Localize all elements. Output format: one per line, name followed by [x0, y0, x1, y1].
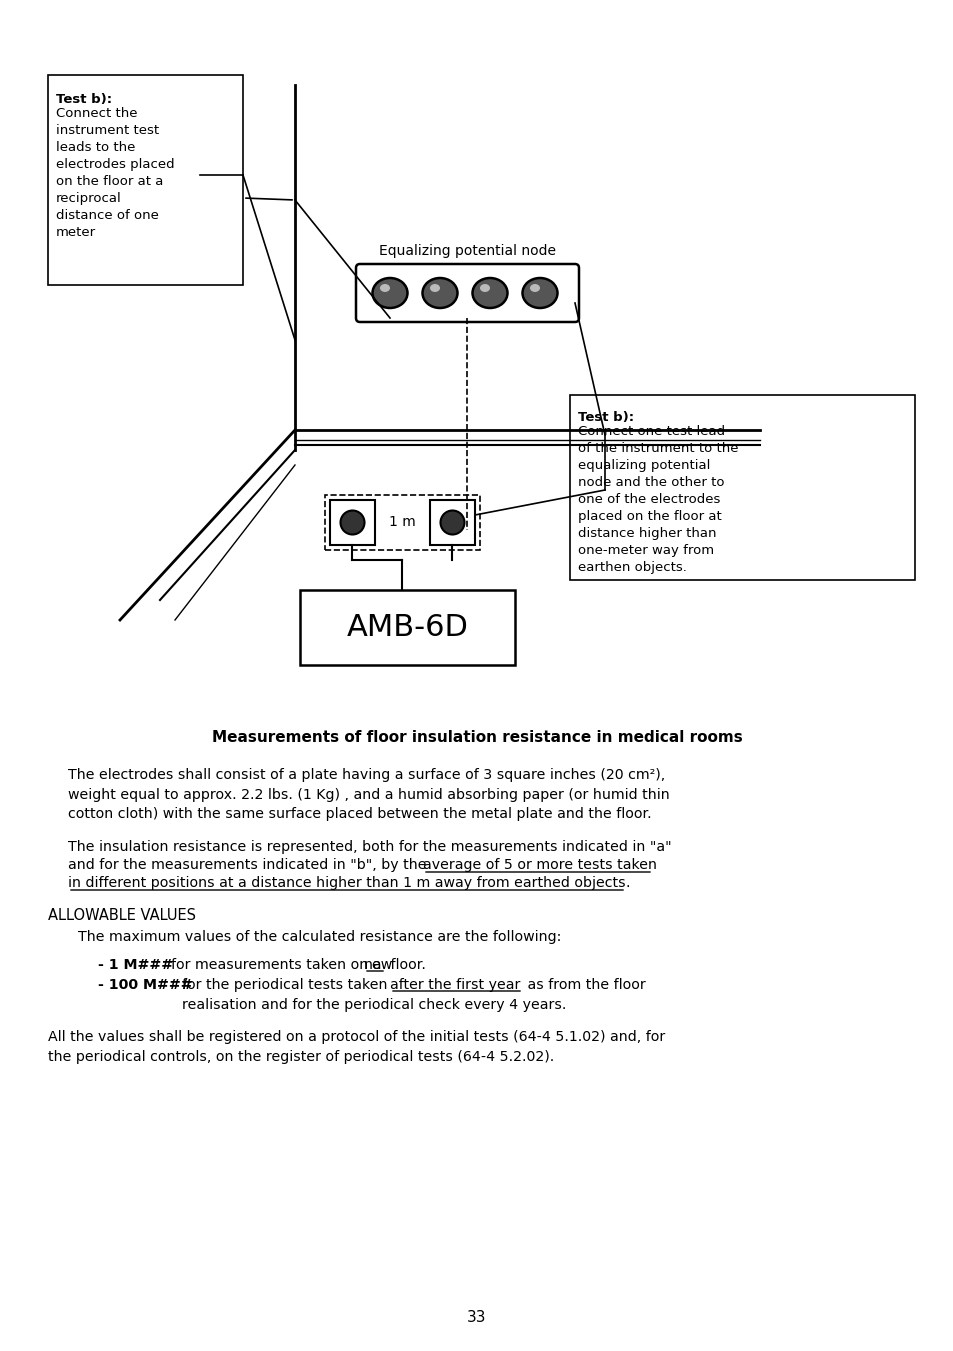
Text: Test b):: Test b):: [578, 411, 634, 424]
Text: Measurements of floor insulation resistance in medical rooms: Measurements of floor insulation resista…: [212, 730, 741, 744]
Ellipse shape: [379, 284, 390, 292]
Text: Test b):: Test b):: [56, 93, 112, 105]
Ellipse shape: [430, 284, 439, 292]
Bar: [330, 500, 375, 544]
Text: - 100 M###: - 100 M###: [98, 978, 193, 992]
Bar: [325, 494, 479, 550]
Ellipse shape: [422, 278, 457, 308]
Text: The electrodes shall consist of a plate having a surface of 3 square inches (20 : The electrodes shall consist of a plate …: [68, 767, 669, 821]
Ellipse shape: [479, 284, 490, 292]
Bar: [430, 500, 475, 544]
Text: AMB-6D: AMB-6D: [346, 613, 468, 642]
Text: .: .: [625, 875, 630, 890]
FancyBboxPatch shape: [355, 263, 578, 322]
Text: 33: 33: [467, 1310, 486, 1325]
Text: for the periodical tests taken: for the periodical tests taken: [182, 978, 392, 992]
Text: floor.: floor.: [386, 958, 425, 971]
Bar: [299, 590, 515, 665]
Text: 1 m: 1 m: [389, 516, 416, 530]
Text: Connect one test lead
of the instrument to the
equalizing potential
node and the: Connect one test lead of the instrument …: [578, 426, 738, 574]
Text: after the first year: after the first year: [390, 978, 519, 992]
Ellipse shape: [530, 284, 539, 292]
Text: The insulation resistance is represented, both for the measurements indicated in: The insulation resistance is represented…: [68, 840, 671, 854]
Text: Equalizing potential node: Equalizing potential node: [378, 245, 556, 258]
Circle shape: [340, 511, 364, 535]
Ellipse shape: [522, 278, 557, 308]
Text: and for the measurements indicated in "b", by the: and for the measurements indicated in "b…: [68, 858, 431, 871]
Text: for measurements taken on a: for measurements taken on a: [171, 958, 386, 971]
Text: average of 5 or more tests taken: average of 5 or more tests taken: [422, 858, 657, 871]
Text: in different positions at a distance higher than 1 m away from earthed objects: in different positions at a distance hig…: [68, 875, 625, 890]
Ellipse shape: [372, 278, 407, 308]
Circle shape: [440, 511, 464, 535]
Bar: [569, 394, 914, 580]
Text: as from the floor: as from the floor: [522, 978, 645, 992]
Text: Connect the
instrument test
leads to the
electrodes placed
on the floor at a
rec: Connect the instrument test leads to the…: [56, 107, 174, 239]
Text: - 1 M###: - 1 M###: [98, 958, 172, 971]
Bar: [48, 76, 243, 285]
Ellipse shape: [472, 278, 507, 308]
Text: new: new: [364, 958, 393, 971]
Text: The maximum values of the calculated resistance are the following:: The maximum values of the calculated res…: [78, 929, 560, 944]
Text: realisation and for the periodical check every 4 years.: realisation and for the periodical check…: [182, 998, 566, 1012]
Text: ALLOWABLE VALUES: ALLOWABLE VALUES: [48, 908, 195, 923]
Text: All the values shall be registered on a protocol of the initial tests (64-4 5.1.: All the values shall be registered on a …: [48, 1029, 664, 1063]
